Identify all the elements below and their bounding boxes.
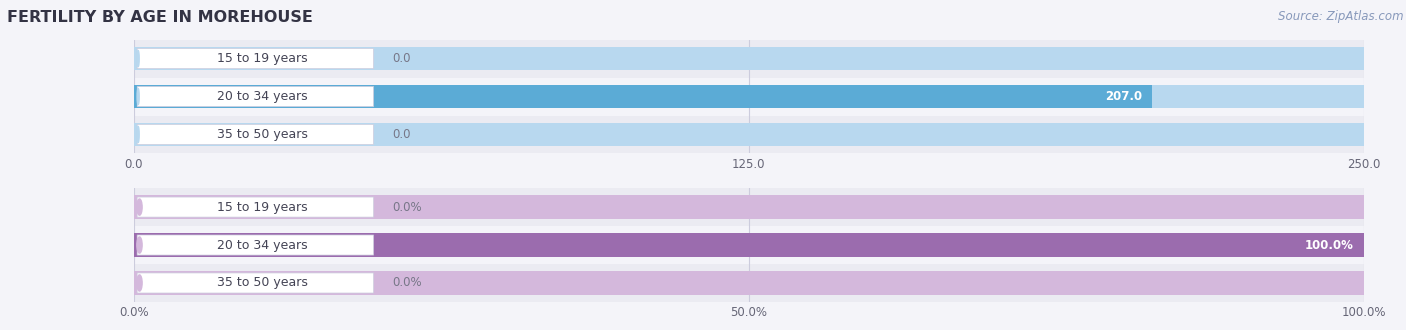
Bar bbox=[134, 226, 1364, 264]
FancyBboxPatch shape bbox=[138, 86, 374, 107]
Bar bbox=[134, 115, 1364, 153]
Text: 0.0: 0.0 bbox=[392, 128, 411, 141]
FancyBboxPatch shape bbox=[138, 235, 374, 255]
Circle shape bbox=[136, 237, 142, 253]
Text: 35 to 50 years: 35 to 50 years bbox=[217, 128, 308, 141]
Text: 15 to 19 years: 15 to 19 years bbox=[217, 52, 308, 65]
Text: 20 to 34 years: 20 to 34 years bbox=[217, 90, 308, 103]
Bar bbox=[134, 188, 1364, 226]
Circle shape bbox=[138, 50, 139, 67]
FancyBboxPatch shape bbox=[138, 124, 374, 145]
Text: Source: ZipAtlas.com: Source: ZipAtlas.com bbox=[1278, 10, 1403, 23]
Bar bbox=[134, 195, 1364, 219]
Bar bbox=[134, 85, 1364, 108]
Text: 0.0%: 0.0% bbox=[392, 201, 422, 214]
Text: 0.0%: 0.0% bbox=[392, 277, 422, 289]
FancyBboxPatch shape bbox=[138, 197, 374, 217]
Bar bbox=[134, 47, 1364, 70]
Text: 207.0: 207.0 bbox=[1105, 90, 1142, 103]
Bar bbox=[134, 40, 1364, 78]
Circle shape bbox=[138, 88, 139, 105]
Bar bbox=[134, 233, 1364, 257]
Text: 100.0%: 100.0% bbox=[1305, 239, 1354, 251]
FancyBboxPatch shape bbox=[138, 273, 374, 293]
Circle shape bbox=[138, 126, 139, 143]
Bar bbox=[134, 233, 1364, 257]
Bar bbox=[134, 264, 1364, 302]
Text: 35 to 50 years: 35 to 50 years bbox=[217, 277, 308, 289]
Circle shape bbox=[136, 199, 142, 215]
Bar bbox=[134, 123, 1364, 146]
Bar bbox=[134, 85, 1153, 108]
Text: 15 to 19 years: 15 to 19 years bbox=[217, 201, 308, 214]
Text: FERTILITY BY AGE IN MOREHOUSE: FERTILITY BY AGE IN MOREHOUSE bbox=[7, 10, 314, 25]
Text: 20 to 34 years: 20 to 34 years bbox=[217, 239, 308, 251]
Circle shape bbox=[136, 275, 142, 291]
Bar bbox=[134, 271, 1364, 295]
FancyBboxPatch shape bbox=[138, 49, 374, 69]
Text: 0.0: 0.0 bbox=[392, 52, 411, 65]
Bar bbox=[134, 78, 1364, 116]
